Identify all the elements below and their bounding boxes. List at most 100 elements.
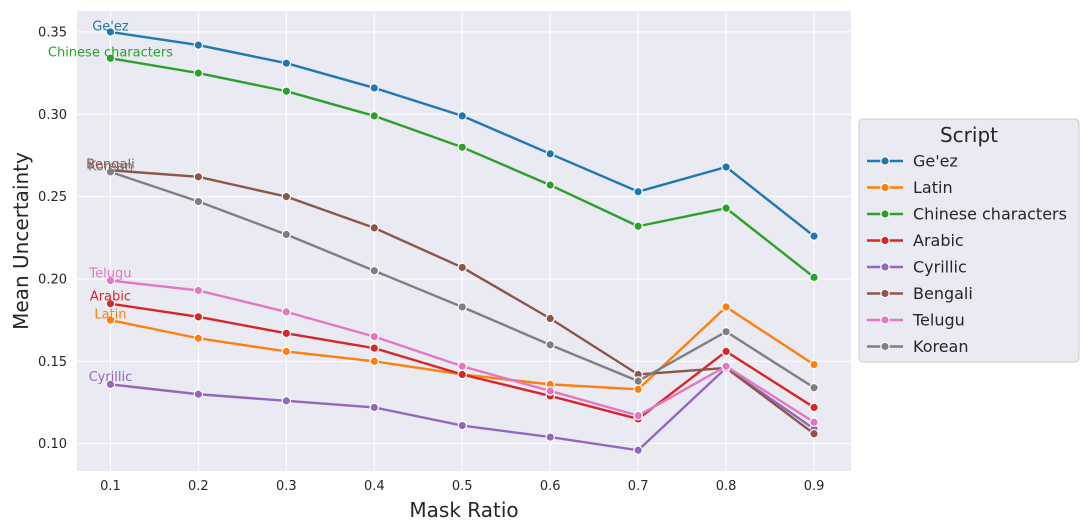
data-point [193, 172, 204, 182]
x-axis-title: Mask Ratio [409, 498, 518, 522]
data-point [809, 428, 819, 439]
legend-box [858, 118, 1080, 363]
legend-label: Bengali [913, 284, 973, 303]
y-tick-label: 0.35 [38, 25, 67, 40]
x-axis-ticks: 0.1 0.2 0.3 0.4 0.5 0.6 0.7 0.8 0.9 [100, 479, 824, 494]
data-point [281, 346, 292, 357]
data-point [369, 343, 380, 353]
series-lines [105, 27, 819, 456]
legend-marker [880, 315, 890, 325]
y-tick-label: 0.10 [38, 437, 67, 452]
x-tick-label: 0.2 [188, 479, 209, 494]
y-axis-ticks: 0.10 0.15 0.20 0.25 0.30 0.35 [38, 25, 67, 452]
legend-item: Arabic [867, 231, 964, 250]
legend-item: Ge'ez [867, 152, 958, 171]
legend-label: Telugu [912, 311, 965, 330]
data-point [369, 223, 380, 233]
data-point [721, 162, 731, 172]
data-point [633, 186, 643, 197]
data-point [809, 382, 819, 393]
data-point [281, 58, 292, 69]
legend-label: Cyrillic [913, 258, 967, 277]
data-point [721, 346, 731, 357]
data-point [193, 389, 204, 400]
data-point [809, 359, 819, 370]
legend-item: Korean [867, 337, 969, 356]
data-point [809, 272, 819, 283]
data-point [369, 356, 380, 367]
x-tick-label: 0.7 [628, 479, 649, 494]
data-point [105, 27, 116, 37]
y-tick-label: 0.25 [38, 190, 67, 205]
legend-marker [880, 288, 890, 299]
series-cyrillic [105, 363, 819, 456]
data-point [809, 402, 819, 413]
data-point [545, 148, 555, 159]
data-point [193, 196, 204, 207]
data-point [281, 307, 292, 317]
data-point [369, 111, 380, 121]
series-annotation: Chinese characters [48, 46, 173, 61]
data-point [457, 142, 468, 153]
data-point [105, 53, 116, 64]
x-tick-label: 0.4 [364, 479, 385, 494]
legend-marker [880, 182, 890, 193]
data-point [457, 111, 468, 121]
data-point [369, 331, 380, 342]
legend-label: Latin [913, 178, 953, 197]
data-point [545, 340, 555, 350]
series-annotation: Cyrillic [89, 370, 133, 385]
x-tick-label: 0.6 [540, 479, 561, 494]
data-point [193, 68, 204, 78]
legend-title: Script [940, 123, 998, 147]
x-tick-label: 0.3 [276, 479, 297, 494]
data-point [281, 191, 292, 202]
legend-label: Arabic [913, 231, 964, 250]
y-tick-label: 0.30 [38, 108, 67, 123]
x-tick-label: 0.9 [804, 479, 825, 494]
data-point [193, 312, 204, 322]
legend-item: Latin [867, 178, 953, 197]
legend-marker [880, 341, 890, 352]
y-axis-title: Mean Uncertainty [9, 152, 33, 330]
data-point [545, 432, 555, 442]
legend-item: Cyrillic [867, 258, 967, 277]
series-annotation: Bengali [86, 158, 135, 173]
data-point [457, 420, 468, 431]
data-point [105, 315, 116, 325]
data-point [369, 265, 380, 276]
series-annotation: Korean [88, 159, 133, 174]
data-point [457, 262, 468, 273]
plot-background [77, 11, 851, 471]
data-point [545, 313, 555, 324]
x-tick-label: 0.5 [452, 479, 473, 494]
series-annotation: Ge'ez [92, 19, 129, 34]
data-point [193, 285, 204, 296]
legend-marker [880, 235, 890, 246]
y-tick-label: 0.20 [38, 272, 67, 287]
data-point [193, 40, 204, 50]
series-annotation: Telugu [88, 266, 131, 281]
legend: Script Ge'ez Latin Chinese characters Arabi… [858, 118, 1080, 363]
legend-item: Chinese characters [867, 205, 1067, 224]
legend-item: Bengali [867, 284, 973, 303]
data-point [809, 417, 819, 428]
data-point [721, 361, 731, 372]
series-annotation: Latin [94, 307, 126, 322]
x-tick-label: 0.1 [100, 479, 121, 494]
series-annotation: Arabic [90, 289, 131, 304]
data-point [457, 361, 468, 372]
legend-marker [880, 262, 890, 272]
legend-label: Korean [913, 337, 969, 356]
data-point [633, 384, 643, 395]
series-chinese-characters [105, 53, 819, 283]
data-point [105, 298, 116, 309]
legend-marker [880, 156, 890, 166]
data-point [281, 396, 292, 406]
data-point [633, 376, 643, 386]
series-ge-ez [105, 27, 819, 241]
data-point [457, 302, 468, 312]
legend-label: Chinese characters [913, 205, 1067, 224]
